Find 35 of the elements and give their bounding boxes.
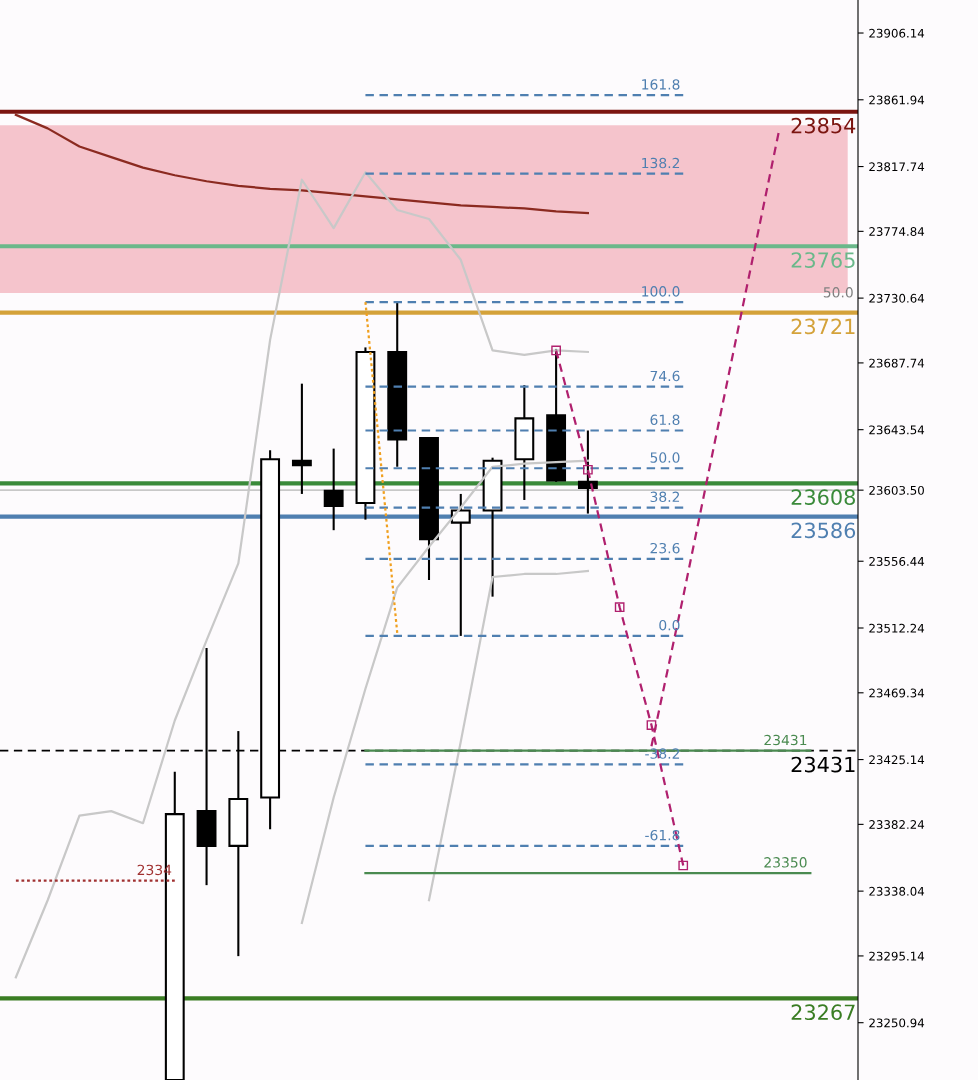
y-tick-label: 23338.04 — [869, 886, 925, 896]
ref-line-label: 23608 — [791, 489, 855, 506]
series-label: 61.8 — [650, 414, 680, 426]
y-tick-label: 23861.94 — [869, 95, 925, 105]
y-tick-label: 23817.74 — [869, 162, 925, 172]
y-tick-label: 23425.14 — [869, 755, 925, 765]
ref-line-label: 23267 — [791, 1004, 855, 1021]
y-tick-label: 23906.14 — [869, 28, 925, 38]
ref-line-label: 23586 — [791, 522, 856, 539]
y-tick-label: 23556.44 — [869, 556, 925, 566]
y-tick-label: 23250.94 — [869, 1018, 925, 1028]
ref-line-label: 23854 — [791, 117, 856, 134]
y-tick-label: 23603.50 — [869, 485, 924, 495]
ref-line-label: 23721 — [791, 318, 855, 335]
series-label: 23431 — [764, 734, 807, 746]
series-label: 38.2 — [650, 491, 680, 503]
series-label: 23.6 — [650, 542, 680, 554]
y-tick-label: 23469.34 — [869, 688, 925, 698]
annotation: 50.0 — [823, 287, 853, 298]
series-label: 100.0 — [642, 286, 680, 297]
y-tick-label: 23382.24 — [869, 820, 925, 830]
ref-line-label: 23431 — [791, 756, 855, 773]
series-label: 23350 — [764, 857, 807, 868]
series-label: 74.6 — [650, 370, 680, 382]
y-tick-label: 23730.64 — [869, 293, 925, 303]
series-label: 50.0 — [650, 452, 680, 463]
y-tick-label: 23295.14 — [869, 951, 925, 961]
y-tick-label: 23643.54 — [869, 425, 925, 435]
y-tick-label: 23512.24 — [869, 623, 925, 633]
series-label: 161.8 — [642, 79, 680, 90]
y-tick-label: 23774.84 — [869, 227, 925, 236]
y-tick-label: 23687.74 — [869, 358, 925, 368]
series-label: 0.0 — [659, 619, 680, 631]
ref-line-label: 23765 — [791, 252, 855, 268]
series-label: 138.2 — [642, 157, 680, 169]
